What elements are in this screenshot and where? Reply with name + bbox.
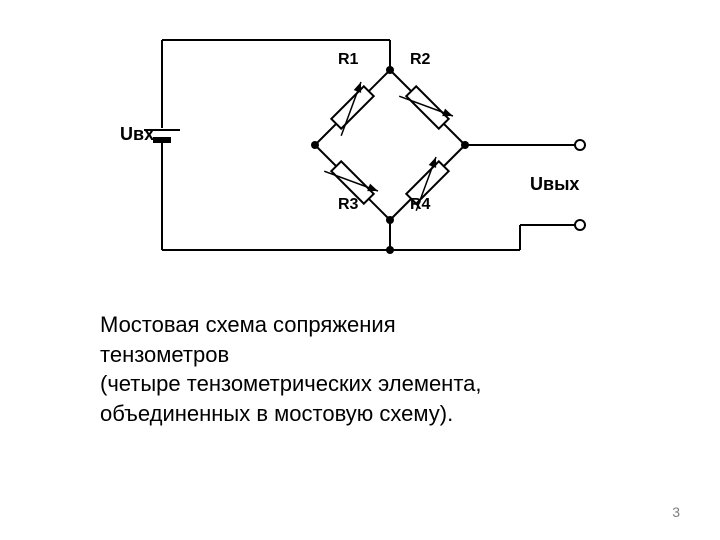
resistor-r2 [399,77,456,134]
caption: Мостовая схема сопряжения тензометров (ч… [100,310,620,429]
caption-line: объединенных в мостовую схему). [100,399,620,429]
circuit-diagram: Uвх Uвых R1 R2 R3 R4 [100,10,610,280]
wires [162,40,575,250]
slide: Uвх Uвых R1 R2 R3 R4 Мостовая схема сопр… [0,0,720,540]
caption-line: (четыре тензометрических элемента, [100,369,620,399]
label-r4: R4 [410,196,431,213]
label-uout: Uвых [530,174,579,194]
circuit-svg: Uвх Uвых R1 R2 R3 R4 [100,10,610,280]
resistor-r1 [322,78,379,135]
label-r3: R3 [338,196,359,213]
caption-line: Мостовая схема сопряжения [100,310,620,340]
label-uin: Uвх [120,124,154,144]
label-r2: R2 [410,51,431,68]
caption-line: тензометров [100,340,620,370]
label-r1: R1 [338,51,359,68]
page-number: 3 [672,504,680,520]
